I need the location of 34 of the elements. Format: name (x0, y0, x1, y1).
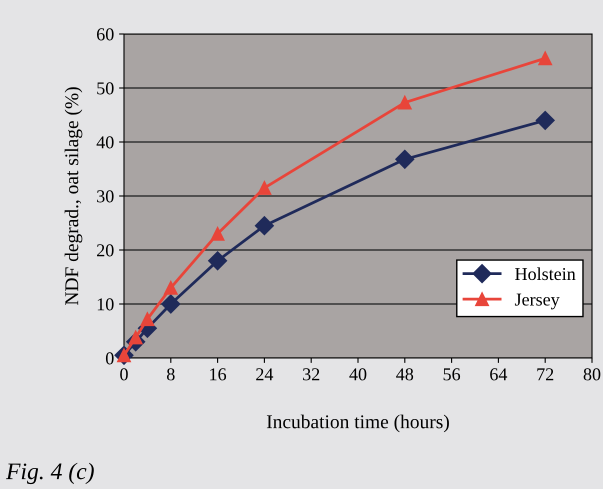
point (538, 51, 552, 66)
x-tick-label: 72 (537, 368, 554, 380)
point (210, 226, 225, 241)
x-tick-label: 56 (444, 368, 460, 380)
x-axis-title: Incubation time (hours) (266, 414, 449, 432)
point (395, 150, 414, 169)
caption: Fig. 4 (c) (6, 462, 94, 484)
legend-label: Jersey (514, 294, 560, 310)
x-tick-label: 80 (584, 368, 600, 380)
y-tick-label: 0 (106, 352, 114, 364)
x-tick-label: 48 (396, 368, 414, 380)
y-tick-label: 50 (97, 82, 114, 94)
point (164, 280, 178, 295)
legend-label: Holstein (515, 267, 576, 280)
y-tick-label: 60 (97, 28, 114, 40)
point (257, 180, 272, 195)
point (140, 312, 154, 326)
y-tick-label: 30 (97, 190, 114, 202)
x-tick-label: 40 (349, 368, 366, 380)
point (161, 294, 180, 314)
x-tick-label: 16 (210, 368, 226, 380)
y-tick-label: 20 (97, 244, 114, 256)
point (536, 110, 555, 130)
y-tick-label: 40 (96, 136, 114, 148)
y-axis-title: NDF degrad., oat silage (%) (64, 87, 82, 306)
y-tick-label: 10 (98, 298, 114, 310)
x-tick-label: 32 (303, 368, 320, 380)
point (254, 216, 274, 236)
point (398, 96, 412, 110)
x-tick-label: 64 (490, 368, 508, 380)
x-tick-label: 24 (256, 368, 274, 380)
point (208, 251, 228, 270)
x-tick-label: 8 (166, 368, 175, 380)
x-tick-label: 0 (120, 368, 128, 380)
